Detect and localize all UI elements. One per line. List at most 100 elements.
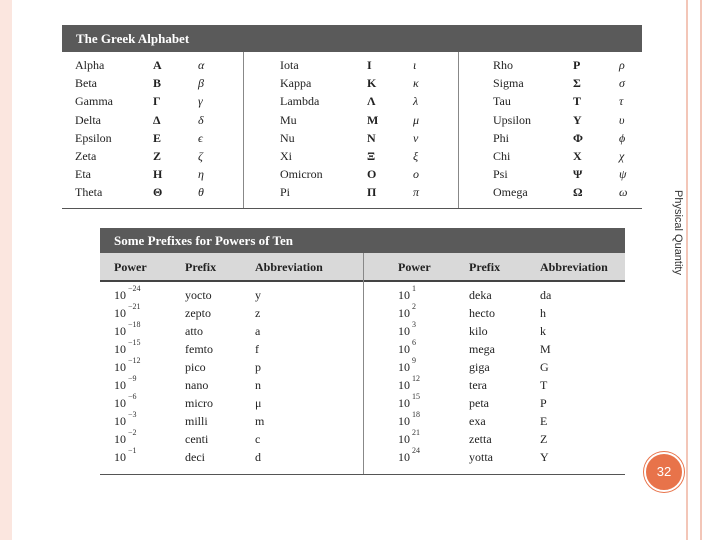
letter-name: Zeta — [75, 149, 97, 163]
prefix: hecto — [469, 306, 495, 320]
power-base: 10 — [398, 288, 410, 302]
power-base: 10 — [114, 306, 126, 320]
power-base: 10 — [398, 414, 410, 428]
column-header: Power — [114, 260, 147, 274]
uppercase: Ε — [153, 130, 162, 145]
abbreviation: m — [255, 414, 265, 428]
uppercase: Ζ — [153, 149, 162, 163]
letter-name: Chi — [493, 149, 511, 163]
uppercase: Θ — [153, 185, 163, 200]
exponent: 3 — [412, 320, 416, 329]
abbreviation: c — [255, 432, 261, 446]
exponent: 12 — [412, 374, 420, 383]
exponent: −1 — [128, 446, 137, 455]
letter-name: Lambda — [280, 94, 320, 109]
prefix: milli — [185, 414, 208, 428]
letter-name: Gamma — [75, 94, 113, 109]
divider — [458, 52, 459, 208]
abbreviation: G — [540, 360, 549, 374]
letter-name: Phi — [493, 130, 510, 145]
abbreviation: da — [540, 288, 552, 302]
side-label: Physical Quantity — [672, 190, 684, 275]
abbreviation: p — [255, 360, 261, 374]
power-base: 10 — [114, 360, 126, 374]
table-title: The Greek Alphabet — [76, 31, 190, 46]
prefix: kilo — [469, 324, 488, 338]
letter-name: Upsilon — [493, 112, 532, 127]
right-border — [700, 0, 702, 540]
uppercase: Β — [153, 76, 162, 91]
lowercase: β — [198, 76, 204, 91]
lowercase: η — [198, 167, 204, 182]
exponent: −2 — [128, 428, 137, 437]
power-base: 10 — [114, 342, 126, 356]
prefix: deka — [469, 288, 492, 302]
column-header: Power — [398, 260, 431, 274]
lowercase: τ — [619, 94, 624, 109]
prefix: zepto — [185, 306, 211, 320]
letter-name: Alpha — [75, 58, 105, 72]
exponent: 1 — [412, 284, 416, 293]
column-header: Abbreviation — [255, 260, 323, 274]
lowercase: ϵ — [198, 130, 203, 145]
uppercase: Χ — [573, 149, 582, 163]
lowercase: ν — [413, 130, 419, 145]
power-base: 10 — [398, 306, 410, 320]
table-header-bar — [62, 25, 642, 52]
abbreviation: E — [540, 414, 548, 428]
letter-name: Iota — [280, 58, 299, 72]
lowercase: ϕ — [619, 130, 626, 145]
lowercase: θ — [198, 185, 204, 200]
abbreviation: M — [540, 342, 551, 356]
prefix-table: Some Prefixes for Powers of Ten Power Pre… — [100, 228, 625, 475]
uppercase: Ψ — [573, 167, 583, 182]
uppercase: Φ — [573, 130, 583, 145]
letter-name: Eta — [75, 167, 91, 182]
abbreviation: f — [255, 342, 259, 356]
exponent: 24 — [412, 446, 420, 455]
letter-name: Kappa — [280, 76, 312, 91]
prefix: centi — [185, 432, 209, 446]
exponent: 18 — [412, 410, 420, 419]
lowercase: ξ — [413, 149, 419, 163]
exponent: 2 — [412, 302, 416, 311]
lowercase: ψ — [619, 167, 627, 182]
power-base: 10 — [398, 324, 410, 338]
prefix: atto — [185, 324, 203, 338]
letter-name: Sigma — [493, 76, 524, 91]
left-border — [0, 0, 12, 540]
power-base: 10 — [114, 288, 126, 302]
divider — [363, 253, 364, 475]
exponent: 15 — [412, 392, 420, 401]
exponent: −9 — [128, 374, 137, 383]
table-header-bar — [100, 228, 625, 253]
power-base: 10 — [114, 378, 126, 392]
exponent: 6 — [412, 338, 416, 347]
exponent: −24 — [128, 284, 141, 293]
lowercase: ι — [413, 58, 417, 72]
right-border — [686, 0, 688, 540]
lowercase: ο — [413, 167, 419, 182]
abbreviation: μ — [255, 396, 262, 410]
power-base: 10 — [114, 450, 126, 464]
power-base: 10 — [398, 360, 410, 374]
power-base: 10 — [114, 414, 126, 428]
prefix: yotta — [469, 450, 493, 464]
letter-name: Beta — [75, 76, 97, 91]
lowercase: α — [198, 58, 205, 72]
lowercase: γ — [198, 94, 203, 109]
prefix: femto — [185, 342, 213, 356]
column-header-bar — [100, 253, 625, 282]
letter-name: Delta — [75, 112, 101, 127]
power-base: 10 — [114, 396, 126, 410]
uppercase: Μ — [367, 112, 379, 127]
abbreviation: a — [255, 324, 261, 338]
abbreviation: P — [540, 396, 547, 410]
letter-name: Theta — [75, 185, 103, 200]
lowercase: σ — [619, 76, 625, 91]
exponent: −15 — [128, 338, 141, 347]
prefix: exa — [469, 414, 486, 428]
uppercase: Υ — [573, 112, 582, 127]
